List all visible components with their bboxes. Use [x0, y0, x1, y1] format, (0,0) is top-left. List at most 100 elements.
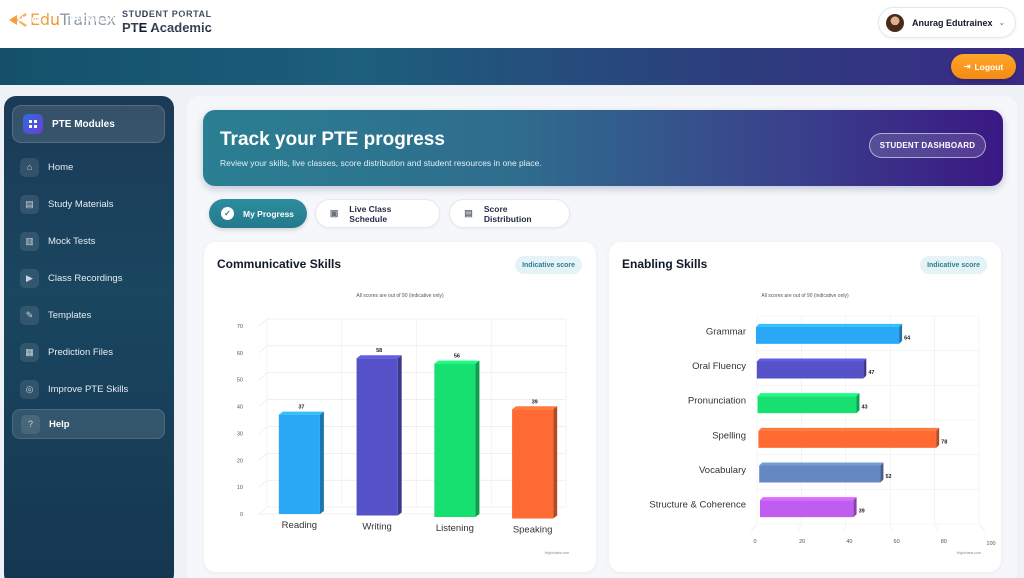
gridline — [978, 523, 986, 532]
sidebar-item-label: Templates — [48, 309, 92, 321]
sidebar-item-home[interactable]: ⌂ Home — [12, 152, 165, 182]
chart-credit: Highcharts.com — [957, 551, 981, 555]
sidebar-header[interactable]: PTE Modules — [12, 105, 165, 143]
data-label: 43 — [861, 405, 867, 411]
logout-label: Logout — [974, 61, 1004, 72]
gridline — [797, 523, 802, 532]
data-label: 39 — [859, 509, 865, 515]
sidebar-item-templates[interactable]: ✎ Templates — [12, 300, 165, 330]
bar-top — [278, 411, 324, 415]
data-label: 78 — [941, 439, 947, 445]
sidebar-item-help[interactable]: ? Help — [12, 409, 165, 439]
portal-subtitle: STUDENT PORTAL — [122, 9, 212, 19]
chevron-down-icon: ⌄ — [998, 18, 1006, 27]
y-tick-label: 60 — [237, 351, 243, 357]
data-label: 52 — [885, 474, 891, 480]
y-tick-label: 30 — [237, 431, 243, 437]
y-tick-label: Spelling — [712, 430, 746, 441]
bar-top — [757, 393, 860, 397]
bar — [757, 396, 857, 414]
user-menu[interactable]: Anurag Edutrainex ⌄ — [878, 7, 1016, 38]
portal-title: PTE Academic — [122, 20, 212, 35]
book-icon: ▤ — [20, 194, 39, 214]
data-label: 37 — [298, 405, 304, 411]
bar-side — [880, 462, 884, 483]
bar-side — [397, 355, 402, 516]
bar-top — [758, 427, 940, 431]
data-label: 56 — [454, 354, 460, 360]
y-tick-label: Grammar — [706, 326, 746, 337]
video-icon: ▶ — [20, 268, 39, 288]
bar-side — [936, 427, 940, 448]
gridline — [258, 345, 268, 354]
nav-pte-questions-button[interactable]: PTE Questions — [58, 6, 141, 31]
bar — [756, 326, 900, 344]
sidebar-item-label: Class Recordings — [48, 272, 123, 284]
bar-side — [475, 360, 480, 517]
clipboard-icon: ▥ — [20, 231, 39, 251]
sidebar-item-mock-tests[interactable]: ▥ Mock Tests — [12, 226, 165, 256]
student-dashboard-button[interactable]: STUDENT DASHBOARD — [869, 133, 986, 158]
x-tick-label: Writing — [362, 522, 391, 533]
chart-subtitle: All scores are out of 90 (indicative onl… — [761, 293, 849, 299]
enabling-skills-chart: 0 20 40 60 80 100 64 Grammar 47 Oral Fluency 43 Pro… — [649, 315, 996, 555]
y-tick-label: 10 — [237, 485, 243, 491]
sidebar-item-improve-pte-skills[interactable]: ◎ Improve PTE Skills — [12, 374, 165, 404]
sidebar-item-label: Study Materials — [48, 198, 114, 210]
check-circle-icon: ✓ — [221, 207, 234, 220]
nav-bar — [0, 48, 1024, 85]
y-tick-label: 20 — [237, 458, 243, 464]
bar-side — [319, 411, 324, 514]
sidebar-item-label: Help — [49, 418, 70, 430]
gridline — [934, 523, 939, 532]
bar-side — [553, 406, 558, 519]
x-tick-label: Speaking — [513, 525, 553, 536]
x-tick-label: 80 — [941, 539, 947, 545]
gridline — [258, 506, 268, 515]
sidebar-item-prediction-files[interactable]: ▦ Prediction Files — [12, 337, 165, 367]
sidebar-item-class-recordings[interactable]: ▶ Class Recordings — [12, 263, 165, 293]
portal-heading: STUDENT PORTAL PTE Academic — [122, 9, 212, 35]
bar — [760, 500, 854, 518]
x-tick-label: 60 — [894, 539, 900, 545]
tab-label: My Progress — [243, 208, 295, 219]
edutrainex-logo[interactable]: EduTrainex — [8, 10, 116, 29]
indicative-score-badge: Indicative score — [515, 256, 582, 274]
bar — [512, 409, 554, 519]
target-icon: ◎ — [20, 379, 39, 399]
sidebar-item-study-materials[interactable]: ▤ Study Materials — [12, 189, 165, 219]
card-title: Enabling Skills — [622, 257, 708, 271]
tab-live-class-schedule[interactable]: ▣ Live Class Schedule — [315, 199, 440, 228]
top-header: EduTrainex STUDENT PORTAL PTE Academic A… — [0, 0, 1024, 48]
x-tick-label: 40 — [846, 539, 852, 545]
card-title: Communicative Skills — [217, 257, 342, 271]
hero-subtitle: Review your skills, live classes, score … — [220, 158, 542, 168]
help-icon: ? — [21, 414, 40, 434]
gridline — [258, 399, 268, 407]
gridline — [258, 426, 268, 434]
x-tick-label: Reading — [282, 520, 317, 531]
user-name: Anurag Edutrainex — [912, 17, 993, 28]
logout-button[interactable]: ⇥ Logout — [951, 54, 1016, 79]
tab-my-progress[interactable]: ✓ My Progress — [209, 199, 307, 228]
y-tick-label: 0 — [240, 512, 243, 518]
bar — [434, 363, 476, 517]
y-tick-label: 50 — [237, 378, 243, 384]
y-tick-label: 40 — [237, 405, 243, 411]
bar-top — [759, 462, 884, 466]
bar-top — [512, 406, 558, 410]
x-tick-label: 100 — [986, 541, 995, 547]
gridline — [889, 523, 892, 532]
logo-text: EduTrainex — [30, 10, 116, 29]
hero-title: Track your PTE progress — [220, 129, 445, 150]
nav-mock-tests-button[interactable]: Mock Tests — [147, 6, 215, 31]
enabling-skills-card: Enabling Skills Indicative score All sco… — [609, 242, 1001, 572]
sidebar-item-label: Home — [48, 161, 74, 173]
gridline — [258, 372, 268, 380]
sidebar-title: PTE Modules — [52, 118, 115, 130]
sidebar-item-label: Prediction Files — [48, 346, 113, 358]
tab-score-distribution[interactable]: ▤ Score Distribution — [449, 199, 570, 228]
bar-side — [853, 497, 857, 518]
logout-icon: ⇥ — [963, 62, 971, 71]
nav-home-button[interactable]: Home — [7, 6, 52, 31]
